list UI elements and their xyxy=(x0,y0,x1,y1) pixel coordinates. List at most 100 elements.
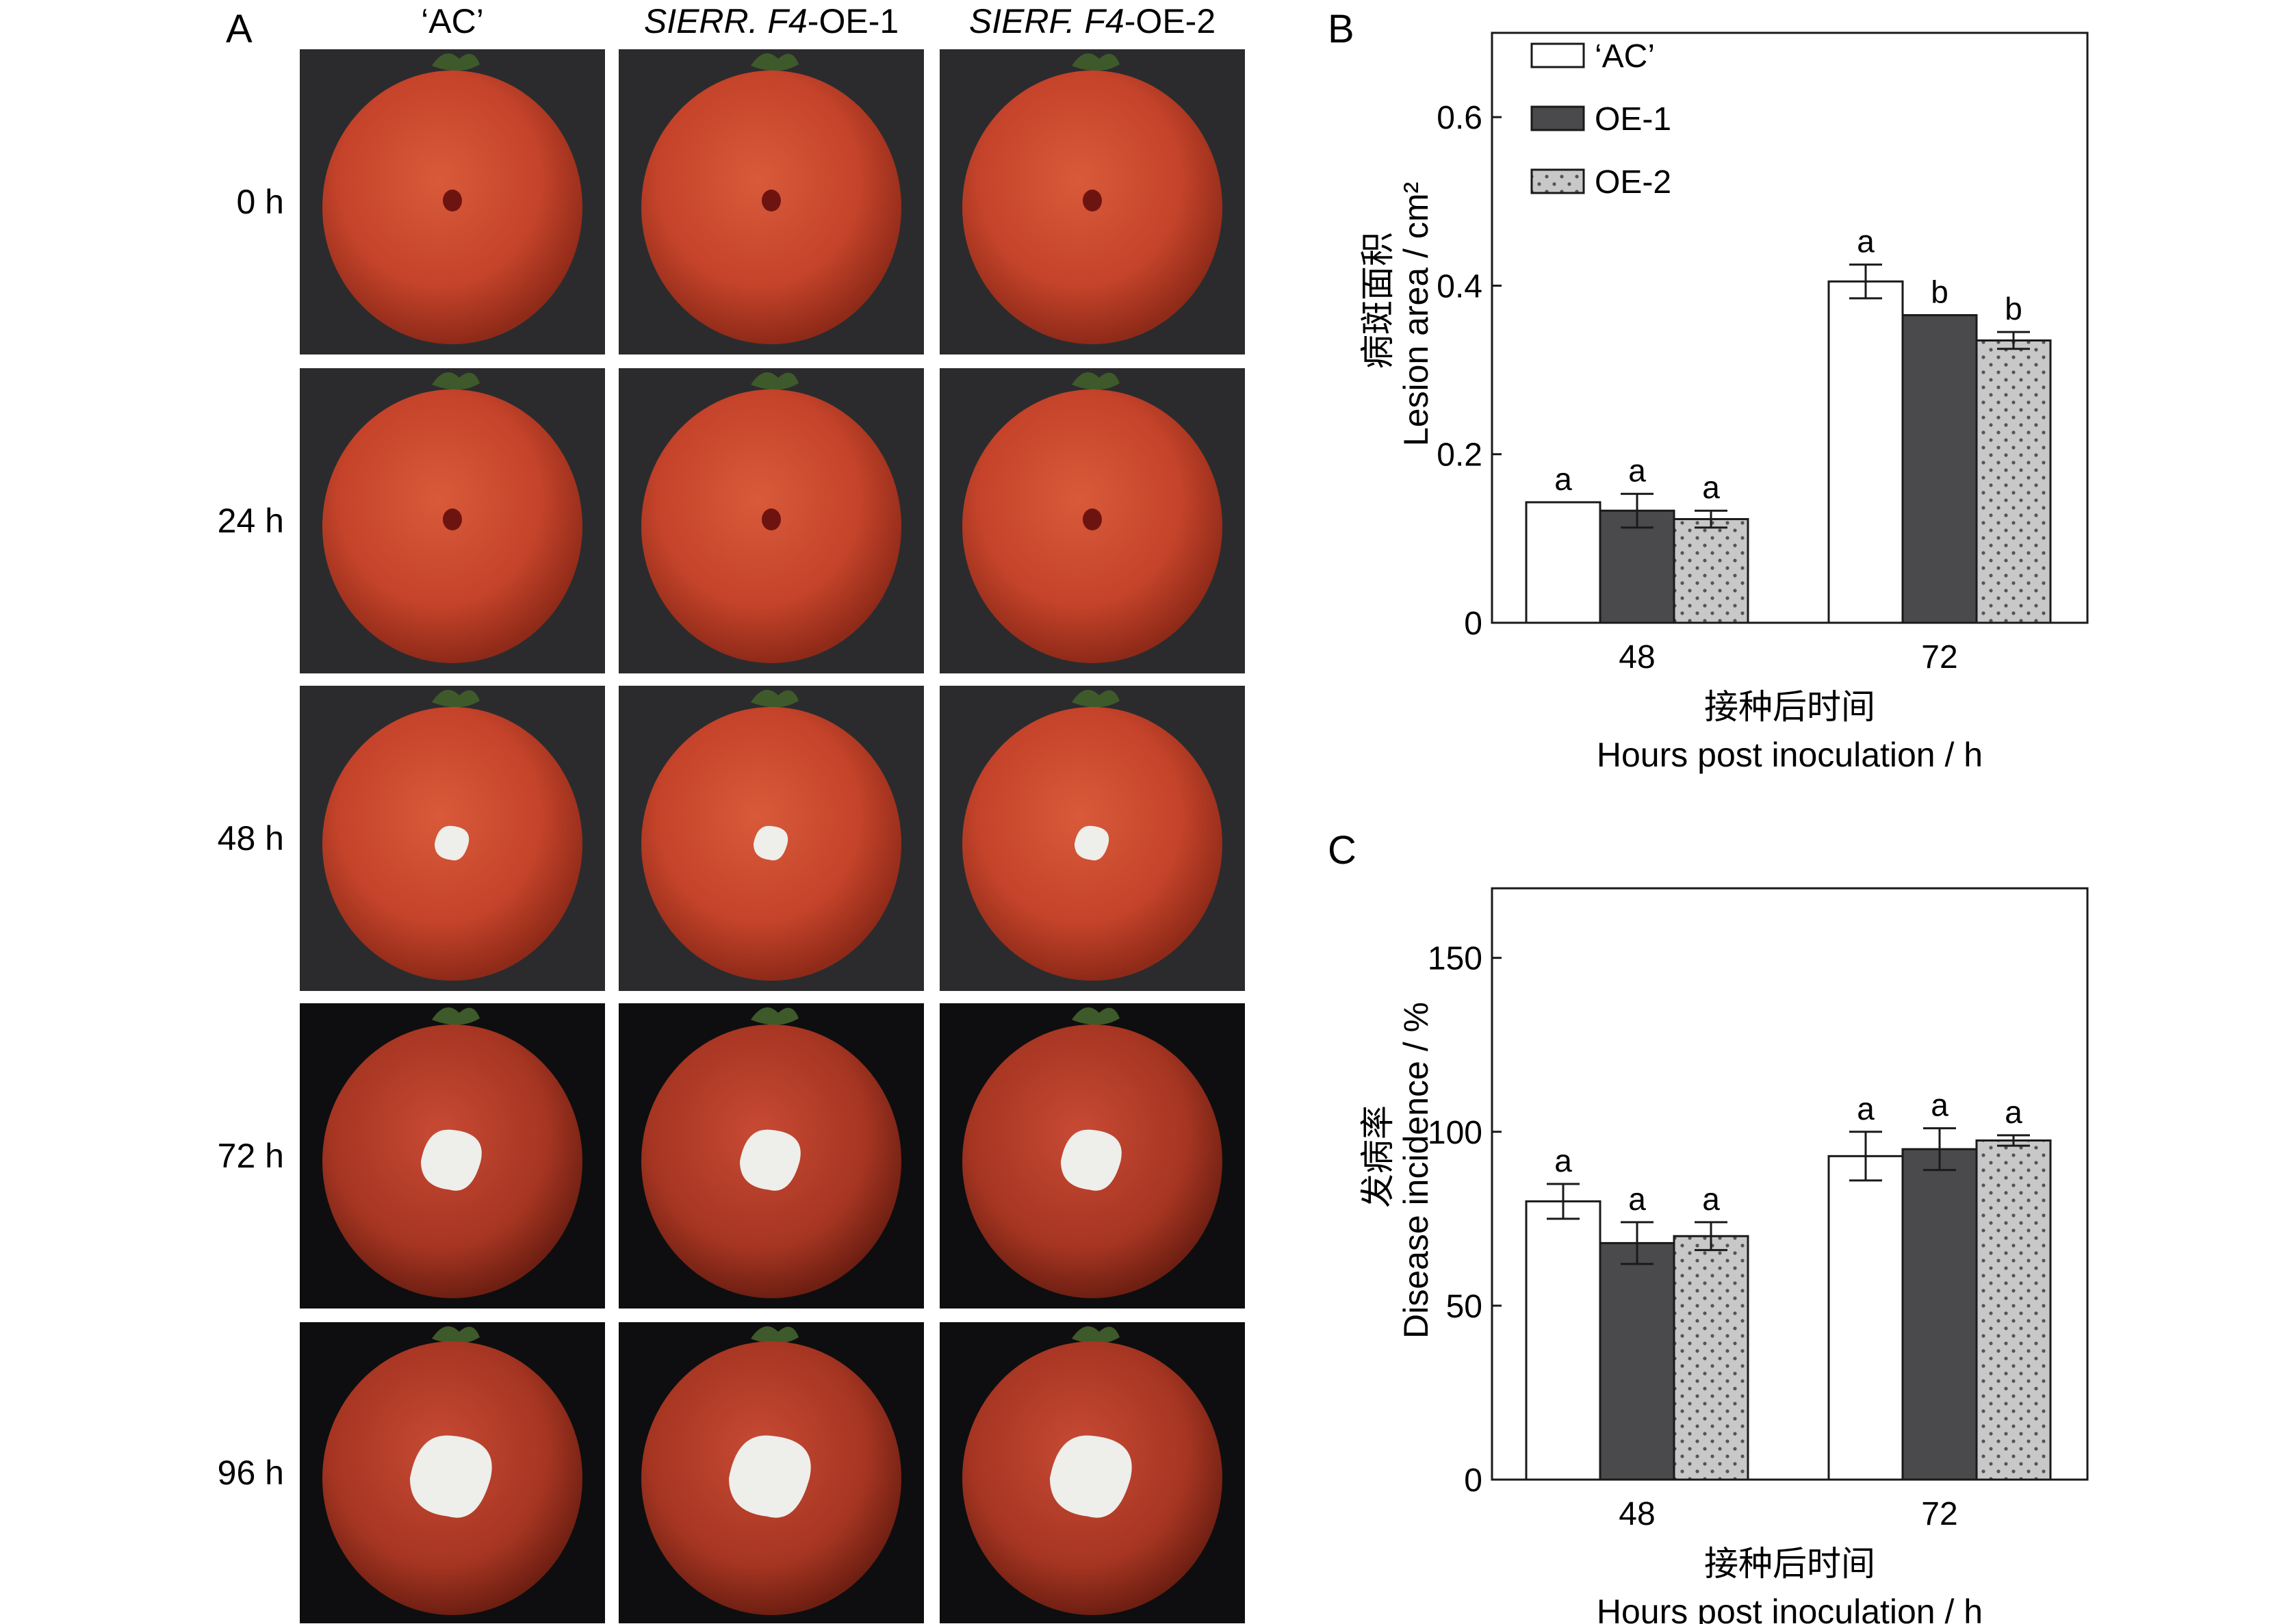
x-tick-label: 48 xyxy=(1619,1496,1655,1532)
inoculation-wound xyxy=(762,508,781,530)
row-label-3: 48 h xyxy=(218,819,284,858)
column-header-rest: -OE-2 xyxy=(1124,2,1215,40)
significance-letter: a xyxy=(1702,469,1720,505)
fungal-lesion xyxy=(754,825,788,861)
fungal-lesion xyxy=(1075,825,1109,861)
column-header-2: SIERR. F4-OE-1 xyxy=(644,2,899,40)
tomato-photo xyxy=(300,368,605,673)
tomato-photo xyxy=(940,368,1245,673)
significance-letter: a xyxy=(1554,1143,1572,1178)
stem-icon xyxy=(432,690,480,708)
panel-b-letter: B xyxy=(1328,7,1354,51)
y-tick-label: 0.6 xyxy=(1437,100,1482,136)
x-axis-title-cn: 接种后时间 xyxy=(1704,1545,1875,1583)
fungal-lesion xyxy=(435,825,469,861)
legend-swatch xyxy=(1530,42,1585,68)
tomato-photo xyxy=(940,1322,1245,1623)
panel-a-letter: A xyxy=(226,7,253,51)
tomato-photo xyxy=(300,1322,605,1623)
significance-letter: a xyxy=(1628,1181,1646,1217)
inoculation-wound xyxy=(762,190,781,211)
legend-swatch xyxy=(1530,105,1585,131)
x-tick-label: 72 xyxy=(1921,639,1957,675)
tomato-photo xyxy=(619,686,924,991)
bar xyxy=(1525,1200,1601,1481)
stem-icon xyxy=(432,1007,480,1025)
y-tick-label: 150 xyxy=(1428,941,1482,977)
significance-letter: a xyxy=(1931,1087,1948,1123)
inoculation-wound xyxy=(1083,508,1102,530)
significance-letter: b xyxy=(1931,274,1948,310)
column-header-italic: SIERF. F4 xyxy=(969,2,1124,40)
significance-letter: a xyxy=(2005,1094,2022,1130)
stem-icon xyxy=(1072,690,1120,708)
fungal-lesion xyxy=(1050,1435,1132,1518)
stem-icon xyxy=(1072,1007,1120,1025)
tomato-photo xyxy=(300,1003,605,1309)
significance-letter: a xyxy=(1857,1091,1875,1126)
stem-icon xyxy=(751,690,799,708)
bar xyxy=(1827,1155,1904,1481)
stem-icon xyxy=(751,1326,799,1344)
tomato-photo xyxy=(300,686,605,991)
y-tick-label: 50 xyxy=(1446,1289,1482,1325)
x-axis-title: Hours post inoculation / h xyxy=(1597,1593,1983,1624)
column-header-italic: SIERR. F4 xyxy=(644,2,808,40)
row-label-5: 96 h xyxy=(218,1454,284,1492)
stem-icon xyxy=(1072,53,1120,71)
y-axis-title: Disease incidence / % xyxy=(1397,1002,1435,1339)
bar xyxy=(1599,1241,1675,1481)
bar xyxy=(1901,314,1978,624)
stem-icon xyxy=(751,372,799,390)
column-header-rest: -OE-1 xyxy=(808,2,899,40)
x-axis-title: Hours post inoculation / h xyxy=(1597,736,1983,774)
legend-label: OE-1 xyxy=(1595,101,1671,138)
bar xyxy=(1975,1139,2052,1481)
tomato-photo xyxy=(940,49,1245,355)
row-label-1: 0 h xyxy=(236,183,284,221)
y-tick-label: 0 xyxy=(1464,1462,1482,1499)
stem-icon xyxy=(1072,372,1120,390)
legend-label: OE-2 xyxy=(1595,164,1671,201)
tomato-photo xyxy=(619,368,924,673)
bar xyxy=(1525,501,1601,624)
inoculation-wound xyxy=(443,508,462,530)
plot-frame-b xyxy=(1491,31,2089,624)
tomato-photo xyxy=(300,49,605,355)
inoculation-wound xyxy=(443,190,462,211)
y-axis-title-cn: 发病率 xyxy=(1359,1105,1397,1208)
y-tick-label: 100 xyxy=(1428,1115,1482,1151)
fungal-lesion xyxy=(740,1129,801,1191)
significance-letter: a xyxy=(1702,1181,1720,1217)
significance-letter: b xyxy=(2005,291,2022,326)
column-header-3: SIERF. F4-OE-2 xyxy=(969,2,1215,40)
tomato-photo xyxy=(619,49,924,355)
tomato-photo xyxy=(940,686,1245,991)
stem-icon xyxy=(1072,1326,1120,1344)
photo-grid-panel: A ‘AC’ SIERR. F4-OE-1 SIERF. F4-OE-2 0 h 24… xyxy=(218,2,1245,1623)
bar xyxy=(1673,1235,1749,1481)
bar xyxy=(1901,1148,1978,1481)
fungal-lesion xyxy=(1061,1129,1122,1191)
legend-swatch xyxy=(1530,168,1585,194)
lesion-area-chart: B 0 0.2 0.4 0.6 48 a a a 72 a b b 接种后时间 Hours post in… xyxy=(1328,7,2089,774)
stem-icon xyxy=(432,53,480,71)
y-tick-label: 0.4 xyxy=(1437,268,1482,305)
y-axis-title: Lesion area / cm² xyxy=(1397,182,1435,446)
significance-letter: a xyxy=(1554,461,1572,497)
inoculation-wound xyxy=(1083,190,1102,211)
bar xyxy=(1975,339,2052,624)
y-tick-label: 0 xyxy=(1464,606,1482,642)
legend-label: ‘AC’ xyxy=(1595,38,1655,75)
tomato-photo xyxy=(619,1322,924,1623)
y-tick-label: 0.2 xyxy=(1437,437,1482,474)
x-tick-label: 72 xyxy=(1921,1496,1957,1532)
bar xyxy=(1599,509,1675,624)
fungal-lesion xyxy=(410,1435,492,1518)
column-header-1: ‘AC’ xyxy=(421,2,484,40)
stem-icon xyxy=(751,53,799,71)
significance-letter: a xyxy=(1628,453,1646,489)
row-label-2: 24 h xyxy=(218,502,284,540)
tomato-photo xyxy=(940,1003,1245,1309)
